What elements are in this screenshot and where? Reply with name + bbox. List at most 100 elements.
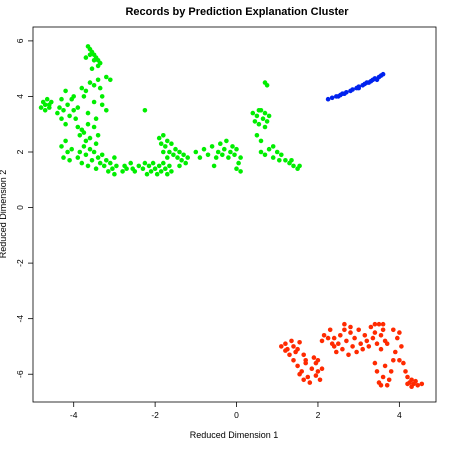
scatter-point-cluster-3 <box>315 358 321 363</box>
scatter-point-cluster-3 <box>313 373 319 378</box>
scatter-point-cluster-3 <box>378 383 384 388</box>
scatter-point-cluster-1 <box>112 155 117 160</box>
scatter-point-cluster-1 <box>120 169 125 174</box>
scatter-point-cluster-1 <box>161 149 166 155</box>
scatter-point-cluster-3 <box>403 369 408 374</box>
scatter-point-cluster-1 <box>69 146 74 152</box>
scatter-point-cluster-3 <box>331 335 337 341</box>
scatter-point-cluster-1 <box>236 160 241 166</box>
scatter-point-cluster-1 <box>83 138 89 144</box>
scatter-point-cluster-1 <box>289 158 294 163</box>
scatter-point-cluster-1 <box>104 108 109 113</box>
scatter-point-cluster-1 <box>158 141 164 146</box>
scatter-point-cluster-3 <box>325 335 331 341</box>
scatter-point-cluster-1 <box>79 160 85 166</box>
scatter-point-cluster-3 <box>362 333 368 338</box>
scatter-point-cluster-1 <box>152 166 158 171</box>
scatter-point-cluster-3 <box>331 344 337 349</box>
scatter-point-cluster-3 <box>315 369 321 374</box>
scatter-point-cluster-1 <box>234 166 239 171</box>
scatter-point-cluster-3 <box>303 358 309 363</box>
scatter-point-cluster-3 <box>348 330 353 335</box>
scatter-point-cluster-3 <box>376 321 382 327</box>
scatter-point-cluster-1 <box>183 160 188 166</box>
scatter-point-cluster-1 <box>185 155 190 160</box>
scatter-point-cluster-1 <box>87 135 93 141</box>
scatter-point-cluster-1 <box>171 152 176 158</box>
scatter-point-cluster-3 <box>395 335 400 341</box>
scatter-point-cluster-1 <box>110 166 115 171</box>
chart-title: Records by Prediction Explanation Cluste… <box>125 6 349 18</box>
scatter-point-cluster-3 <box>346 352 351 358</box>
scatter-point-cluster-3 <box>384 383 390 388</box>
scatter-point-cluster-1 <box>91 124 97 130</box>
x-tick-label: 2 <box>316 410 321 420</box>
scatter-point-cluster-2 <box>342 91 347 96</box>
scatter-point-cluster-3 <box>297 340 302 345</box>
scatter-point-cluster-3 <box>368 324 374 330</box>
scatter-point-cluster-3 <box>399 344 404 349</box>
scatter-point-cluster-1 <box>209 144 215 149</box>
scatter-point-cluster-1 <box>38 105 44 110</box>
y-axis-label: Reduced Dimension 2 <box>0 170 8 259</box>
scatter-point-cluster-1 <box>266 113 272 119</box>
scatter-point-cluster-1 <box>266 146 272 152</box>
scatter-point-cluster-1 <box>91 149 97 155</box>
scatter-point-cluster-1 <box>258 138 264 144</box>
scatter-point-cluster-1 <box>254 133 260 138</box>
scatter-point-cluster-1 <box>205 152 211 158</box>
scatter-point-cluster-1 <box>165 155 170 160</box>
scatter-point-cluster-1 <box>270 155 276 160</box>
scatter-point-cluster-1 <box>47 105 52 110</box>
scatter-point-cluster-3 <box>319 366 325 372</box>
scatter-point-cluster-3 <box>311 355 317 360</box>
scatter-point-cluster-1 <box>277 158 282 163</box>
y-tick-label: 4 <box>15 94 25 99</box>
scatter-point-cluster-1 <box>63 88 68 94</box>
scatter-point-cluster-3 <box>413 378 418 384</box>
scatter-point-cluster-1 <box>95 133 101 138</box>
scatter-point-cluster-3 <box>401 360 406 366</box>
scatter-point-cluster-1 <box>61 108 66 113</box>
scatter-point-cluster-1 <box>93 141 99 146</box>
scatter-point-cluster-1 <box>77 149 83 155</box>
scatter-point-cluster-1 <box>279 152 284 158</box>
scatter-point-cluster-1 <box>146 163 152 169</box>
scatter-point-cluster-1 <box>224 138 229 144</box>
scatter-point-cluster-1 <box>215 149 221 155</box>
scatter-point-cluster-3 <box>289 338 294 344</box>
scatter-point-cluster-1 <box>91 99 97 105</box>
scatter-point-cluster-2 <box>329 95 335 101</box>
scatter-point-cluster-3 <box>344 338 349 344</box>
scatter-point-cluster-3 <box>356 327 362 333</box>
scatter-point-cluster-3 <box>342 321 347 327</box>
scatter-point-cluster-1 <box>114 163 119 169</box>
x-tick-label: 4 <box>397 410 402 420</box>
scatter-point-cluster-1 <box>213 155 219 160</box>
scatter-point-cluster-1 <box>61 155 66 160</box>
y-tick-label: -4 <box>15 315 25 323</box>
scatter-point-cluster-3 <box>391 358 396 363</box>
scatter-point-cluster-1 <box>104 158 109 163</box>
scatter-point-cluster-1 <box>161 160 166 166</box>
scatter-point-cluster-3 <box>393 349 398 355</box>
scatter-point-cluster-3 <box>386 377 392 383</box>
scatter-point-cluster-3 <box>299 369 305 374</box>
scatter-point-cluster-2 <box>325 96 331 102</box>
scatter-point-cluster-1 <box>106 169 111 174</box>
scatter-point-cluster-1 <box>165 171 170 177</box>
scatter-point-cluster-1 <box>150 160 156 166</box>
scatter-point-cluster-3 <box>295 363 300 369</box>
scatter-point-cluster-1 <box>283 158 288 163</box>
scatter-point-cluster-1 <box>262 152 268 158</box>
scatter-point-cluster-1 <box>99 94 105 99</box>
scatter-point-cluster-1 <box>234 146 239 152</box>
scatter-point-cluster-1 <box>226 155 231 160</box>
scatter-point-cluster-1 <box>42 102 48 108</box>
scatter-point-cluster-1 <box>97 160 103 166</box>
scatter-point-cluster-1 <box>44 96 50 102</box>
scatter-point-cluster-3 <box>380 327 386 333</box>
scatter-point-cluster-1 <box>161 133 166 138</box>
scatter-point-cluster-1 <box>73 116 78 121</box>
scatter-point-cluster-1 <box>228 149 233 155</box>
